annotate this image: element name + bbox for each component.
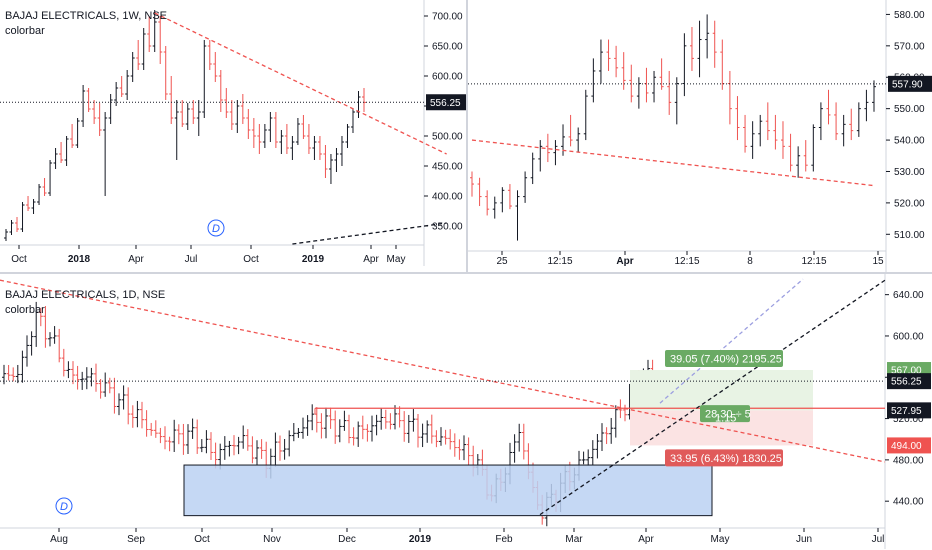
time-tick-label: Feb — [495, 534, 513, 545]
daily-price-tag-text: 556.25 — [891, 377, 922, 388]
price-tick-label: 600.00 — [432, 72, 463, 83]
price-tick-label: 540.00 — [894, 136, 925, 147]
intraday-last-price-tag: 557.90 — [888, 75, 932, 92]
time-tick-label: Nov — [263, 534, 281, 545]
daily-dividend-badge[interactable] — [55, 497, 73, 515]
time-tick-label: 2019 — [302, 254, 325, 265]
intraday-trendline[interactable] — [471, 139, 875, 187]
stop-label-text: 33.95 (6.43%) 1830.25 — [670, 453, 782, 465]
pane-divider-horizontal[interactable] — [0, 272, 932, 274]
support-zone-box[interactable] — [183, 464, 713, 517]
price-tick-label: 640.00 — [893, 290, 924, 301]
daily-price-tag-bg — [887, 437, 931, 454]
time-tick-label: 12:15 — [674, 256, 699, 267]
daily-price-tag-bg — [887, 402, 931, 419]
profit-zone[interactable] — [630, 370, 813, 411]
time-tick-label: Apr — [363, 254, 379, 265]
time-tick-label: 12:15 — [547, 256, 572, 267]
target-label-bg — [665, 350, 783, 368]
time-tick-label: Aug — [50, 534, 68, 545]
weekly-trendline[interactable] — [154, 12, 447, 155]
daily-channel-line[interactable] — [659, 278, 804, 404]
daily-dividend-letter: D — [60, 501, 68, 513]
price-tick-label: 450.00 — [432, 162, 463, 173]
time-tick-label: 2018 — [68, 254, 91, 265]
pane-divider-vertical[interactable] — [466, 0, 468, 272]
weekly-last-price-tag-bg — [426, 94, 466, 111]
price-tick-label: 500.00 — [432, 132, 463, 143]
price-tick-label: 400.00 — [432, 192, 463, 203]
risk-ratio-value: 1.15 — [715, 413, 736, 425]
daily-legend: BAJAJ ELECTRICALS, 1D, NSE colorbar — [5, 288, 165, 318]
daily-chart-pane[interactable]: 640.00600.00560.00520.00480.00440.00AugS… — [0, 274, 932, 550]
daily-price-tag-text: 494.00 — [891, 441, 922, 452]
daily-price-tag: 556.25 — [887, 373, 931, 390]
time-tick-label: 2019 — [409, 534, 432, 545]
daily-chart-canvas[interactable]: 640.00600.00560.00520.00480.00440.00AugS… — [0, 274, 932, 550]
time-tick-label: May — [711, 534, 730, 545]
time-tick-label: Apr — [616, 256, 633, 267]
weekly-legend: BAJAJ ELECTRICALS, 1W, NSE colorbar — [5, 9, 167, 39]
time-tick-label: May — [387, 254, 406, 265]
weekly-trendline[interactable] — [292, 222, 447, 245]
time-tick-label: 25 — [496, 256, 508, 267]
intraday-chart-pane[interactable]: 580.00570.00560.00550.00540.00530.00520.… — [468, 0, 932, 272]
price-tick-label: 650.00 — [432, 42, 463, 53]
time-tick-label: Apr — [128, 254, 144, 265]
time-tick-label: 12:15 — [801, 256, 826, 267]
time-tick-label: Oct — [194, 534, 210, 545]
stop-label-bg — [665, 449, 783, 467]
intraday-chart-canvas[interactable]: 580.00570.00560.00550.00540.00530.00520.… — [468, 0, 932, 272]
price-tick-label: 600.00 — [893, 331, 924, 342]
daily-style-label: colorbar — [5, 304, 45, 316]
weekly-style-label: colorbar — [5, 25, 45, 37]
daily-price-tag-text: 527.95 — [891, 406, 922, 417]
price-tick-label: 520.00 — [893, 414, 924, 425]
price-tick-label: 550.00 — [894, 104, 925, 115]
price-tick-label: 440.00 — [893, 497, 924, 508]
time-tick-label: Oct — [11, 254, 27, 265]
price-tick-label: 700.00 — [432, 12, 463, 23]
daily-symbol: BAJAJ ELECTRICALS, 1D, NSE — [5, 289, 166, 301]
weekly-chart-canvas[interactable]: 700.00650.00600.00550.00500.00450.00400.… — [0, 0, 466, 272]
price-tick-label: 570.00 — [894, 41, 925, 52]
risk-ratio-label-text: 28.30 ÷ 5 — [705, 409, 751, 421]
daily-price-tag-bg — [887, 373, 931, 390]
time-tick-label: 15 — [872, 256, 884, 267]
daily-price-tag-text: 567.00 — [891, 366, 922, 377]
price-tick-label: 350.00 — [432, 222, 463, 233]
daily-price-tag: 527.95 — [887, 402, 931, 419]
time-tick-label: Mar — [565, 534, 583, 545]
time-tick-label: Jun — [796, 534, 812, 545]
weekly-last-price-tag: 556.25 — [426, 94, 466, 111]
price-tick-label: 480.00 — [893, 455, 924, 466]
price-tick-label: 580.00 — [894, 10, 925, 21]
daily-downtrend-line[interactable] — [0, 279, 886, 463]
time-tick-label: 8 — [747, 256, 753, 267]
time-tick-label: Dec — [338, 534, 356, 545]
time-tick-label: Oct — [243, 254, 259, 265]
weekly-last-price-tag-text: 556.25 — [430, 98, 461, 109]
daily-price-tag: 494.00 — [887, 437, 931, 454]
price-tick-label: 510.00 — [894, 230, 925, 241]
time-tick-label: Jul — [872, 534, 885, 545]
time-tick-label: Sep — [127, 534, 145, 545]
price-tick-label: 520.00 — [894, 198, 925, 209]
intraday-last-price-tag-bg — [888, 75, 932, 92]
intraday-last-price-tag-text: 557.90 — [892, 79, 923, 90]
weekly-symbol: BAJAJ ELECTRICALS, 1W, NSE — [5, 10, 167, 22]
risk-ratio-label-bg — [700, 405, 750, 423]
weekly-chart-pane[interactable]: 700.00650.00600.00550.00500.00450.00400.… — [0, 0, 466, 272]
weekly-dividend-letter: D — [212, 223, 220, 235]
weekly-dividend-badge[interactable] — [207, 219, 225, 237]
target-label-text: 39.05 (7.40%) 2195.25 — [670, 354, 782, 366]
time-tick-label: Jul — [185, 254, 198, 265]
price-tick-label: 530.00 — [894, 167, 925, 178]
time-tick-label: Apr — [638, 534, 654, 545]
